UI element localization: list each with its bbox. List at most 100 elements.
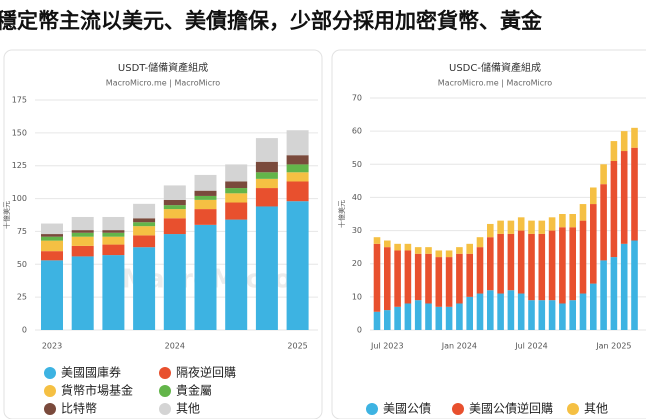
bar-segment [487, 290, 494, 330]
bar-segment [487, 223, 494, 238]
bar-segment [286, 172, 309, 182]
bar-segment [590, 187, 597, 205]
bar-segment [394, 306, 401, 330]
bar-segment [133, 222, 156, 227]
legend-label: 其他 [176, 402, 200, 416]
bar-segment [425, 247, 432, 254]
bar-segment [538, 233, 546, 301]
bar-segment [507, 220, 515, 234]
bar-segment [71, 216, 94, 231]
bar-segment [538, 300, 546, 330]
bar-segment [394, 243, 401, 251]
bar-segment [41, 223, 63, 235]
bar-segment [590, 283, 597, 330]
card [331, 49, 646, 419]
y-tick-label: 25 [17, 293, 27, 302]
y-tick-label: 150 [12, 128, 27, 137]
y-tick-label: 100 [12, 194, 27, 203]
bar-segment [497, 220, 504, 234]
bar-segment [569, 214, 576, 228]
bar-segment [476, 237, 484, 248]
bar-segment [71, 232, 94, 237]
bar-segment [456, 253, 463, 304]
legend-label: 美國公債逆回購 [469, 401, 553, 416]
legend-marker [159, 385, 171, 397]
bar-segment [102, 230, 125, 233]
bar-segment [41, 234, 63, 237]
bar-segment [384, 247, 391, 311]
bar-segment [528, 233, 535, 301]
bar-segment [286, 155, 309, 165]
y-tick-label: 30 [352, 226, 362, 235]
y-tick-label: 125 [12, 161, 27, 170]
bar-segment [507, 233, 515, 291]
bar-segment [620, 243, 628, 330]
bar-segment [456, 247, 463, 254]
bar-segment [476, 247, 484, 294]
bar-segment [194, 209, 217, 225]
bar-segment [610, 160, 618, 258]
bar-segment [133, 235, 156, 248]
legend-label: 隔夜逆回購 [176, 365, 236, 380]
bar-segment [445, 257, 453, 307]
x-tick-label: Jul 2023 [370, 342, 404, 351]
banner: 穩定幣主流以美元、美債擔保，少部分採用加密貨幣、黃金 [0, 9, 543, 33]
bar-segment [133, 247, 156, 330]
bar-segment [163, 218, 186, 235]
bar-segment [225, 181, 248, 189]
bar-segment [102, 236, 125, 245]
bar-segment [548, 230, 556, 301]
bar-segment [414, 300, 422, 330]
bar-segment [255, 188, 278, 207]
y-tick-label: 10 [352, 292, 362, 301]
bar-segment [600, 260, 607, 330]
bar-segment [548, 300, 556, 330]
bar-segment [620, 151, 628, 244]
y-tick-label: 175 [12, 96, 27, 105]
card [3, 49, 323, 419]
x-tick-label: 2023 [42, 342, 62, 351]
bar-segment [225, 202, 248, 220]
x-tick-label: 2025 [287, 342, 307, 351]
bar-segment [631, 127, 638, 148]
bar-segment [435, 306, 443, 330]
bar-segment [610, 257, 618, 330]
bar-segment [133, 218, 156, 223]
y-tick-label: 50 [352, 160, 362, 169]
bar-segment [435, 250, 443, 258]
bar-segment [548, 217, 556, 231]
bar-segment [163, 234, 186, 330]
legend-marker [44, 385, 56, 397]
legend-marker [366, 403, 378, 415]
bar-segment [255, 138, 278, 162]
bar-segment [194, 199, 217, 210]
chart-title: USDT-儲備資產組成 [118, 61, 208, 74]
bar-segment [286, 164, 309, 173]
legend-label: 貨幣市場基金 [61, 383, 133, 398]
bar-segment [71, 236, 94, 246]
y-tick-label: 20 [352, 259, 362, 268]
chart-title: USDC-儲備資產組成 [449, 61, 541, 74]
x-tick-label: Jan 2024 [441, 342, 477, 351]
bar-segment [559, 214, 566, 228]
bar-segment [517, 217, 525, 231]
y-tick-label: 50 [17, 260, 27, 269]
bar-segment [71, 256, 94, 330]
legend-marker [567, 403, 579, 415]
bar-segment [559, 227, 566, 304]
bar-segment [41, 251, 63, 261]
bar-segment [255, 161, 278, 173]
bar-segment [225, 164, 248, 182]
bar-segment [590, 204, 597, 284]
legend-label: 其他 [584, 402, 608, 416]
bar-segment [102, 255, 125, 330]
bar-segment [373, 243, 381, 312]
bar-segment [620, 131, 628, 152]
bar-segment [404, 250, 412, 304]
bar-segment [466, 243, 473, 254]
bar-segment [414, 247, 422, 254]
bar-segment [466, 253, 473, 297]
